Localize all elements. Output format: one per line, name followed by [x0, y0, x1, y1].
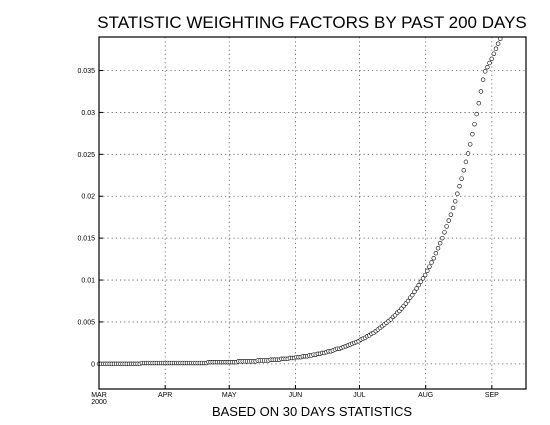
data-point: [461, 168, 466, 173]
data-point: [465, 151, 471, 156]
y-tick-label: 0.035: [77, 68, 95, 75]
data-point: [493, 46, 499, 51]
data-point: [455, 191, 460, 196]
data-point: [442, 230, 447, 235]
data-point: [431, 256, 436, 261]
data-point: [435, 246, 441, 251]
data-point: [420, 276, 426, 281]
data-point: [495, 41, 501, 46]
data-series: [96, 36, 503, 367]
x-axis-ticks: MAR APR MAY JUN JUL AUG SEP 2000: [91, 385, 499, 406]
y-tick-label: 0.005: [77, 319, 95, 326]
data-point: [489, 56, 494, 61]
y-tick-label: 0.02: [81, 194, 95, 201]
data-point: [452, 199, 458, 204]
data-point: [418, 279, 424, 284]
data-point: [468, 142, 473, 147]
x-tick-label: AUG: [418, 392, 433, 399]
data-point: [448, 212, 454, 217]
y-axis-ticks: 0 0.005 0.01 0.015 0.02 0.025 0.03 0.035: [77, 68, 103, 368]
x-tick-label: MAY: [222, 392, 237, 399]
data-point: [476, 101, 481, 106]
data-point: [491, 51, 497, 56]
data-point: [422, 272, 428, 278]
y-tick-label: 0: [91, 361, 95, 368]
x-tick-label: APR: [158, 392, 172, 399]
y-tick-label: 0.015: [77, 236, 95, 243]
data-point: [450, 205, 456, 211]
data-point: [470, 132, 475, 137]
data-point: [405, 298, 411, 304]
x-tick-label: JUN: [289, 392, 303, 399]
data-point: [433, 251, 439, 256]
data-point: [414, 286, 419, 291]
x-tick-label: JUL: [353, 392, 366, 399]
plot-frame: [98, 36, 527, 390]
data-point: [446, 218, 451, 223]
data-point: [483, 69, 488, 74]
data-point: [416, 282, 421, 288]
data-point: [410, 292, 415, 298]
chart-title: STATISTIC WEIGHTING FACTORS BY PAST 200 …: [97, 13, 527, 32]
x-axis-label: BASED ON 30 DAYS STATISTICS: [212, 404, 412, 419]
x-tick-label: MAR: [91, 392, 107, 399]
data-point: [463, 159, 469, 165]
data-point: [485, 64, 490, 70]
data-point: [437, 240, 443, 246]
data-point: [425, 268, 430, 274]
data-point: [472, 121, 477, 127]
data-point: [429, 260, 434, 265]
data-point: [474, 111, 479, 117]
x-tick-sublabel: 2000: [91, 399, 107, 406]
grid: [99, 37, 526, 389]
y-tick-label: 0.01: [81, 278, 95, 285]
data-point: [487, 60, 492, 66]
data-point: [459, 176, 464, 181]
data-point: [440, 235, 445, 241]
data-point: [478, 89, 484, 94]
y-tick-label: 0.03: [81, 110, 95, 117]
data-point: [444, 224, 449, 229]
data-point: [412, 289, 417, 294]
y-tick-label: 0.025: [77, 152, 95, 159]
data-point: [480, 77, 486, 82]
x-tick-label: SEP: [485, 392, 499, 399]
data-point: [427, 264, 432, 269]
data-point: [457, 183, 462, 189]
